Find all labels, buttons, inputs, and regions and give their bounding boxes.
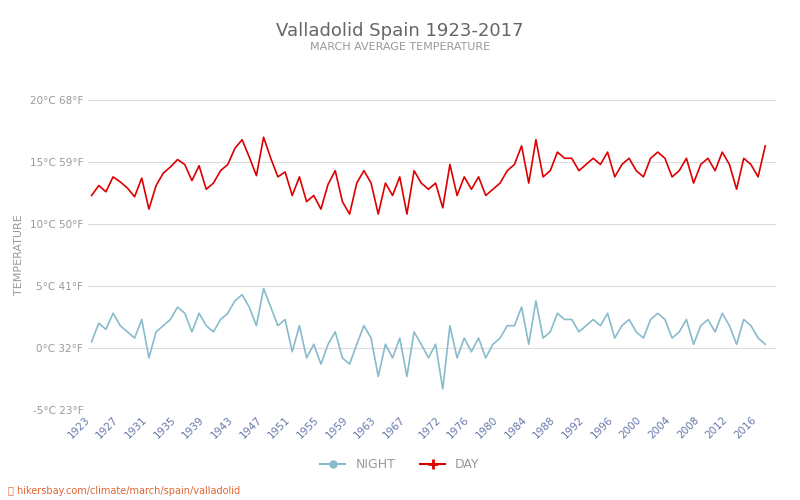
Text: 📍 hikersbay.com/climate/march/spain/valladolid: 📍 hikersbay.com/climate/march/spain/vall…	[8, 486, 240, 496]
Legend: NIGHT, DAY: NIGHT, DAY	[315, 453, 485, 476]
Y-axis label: TEMPERATURE: TEMPERATURE	[14, 214, 24, 296]
Text: MARCH AVERAGE TEMPERATURE: MARCH AVERAGE TEMPERATURE	[310, 42, 490, 52]
Text: Valladolid Spain 1923-2017: Valladolid Spain 1923-2017	[276, 22, 524, 40]
